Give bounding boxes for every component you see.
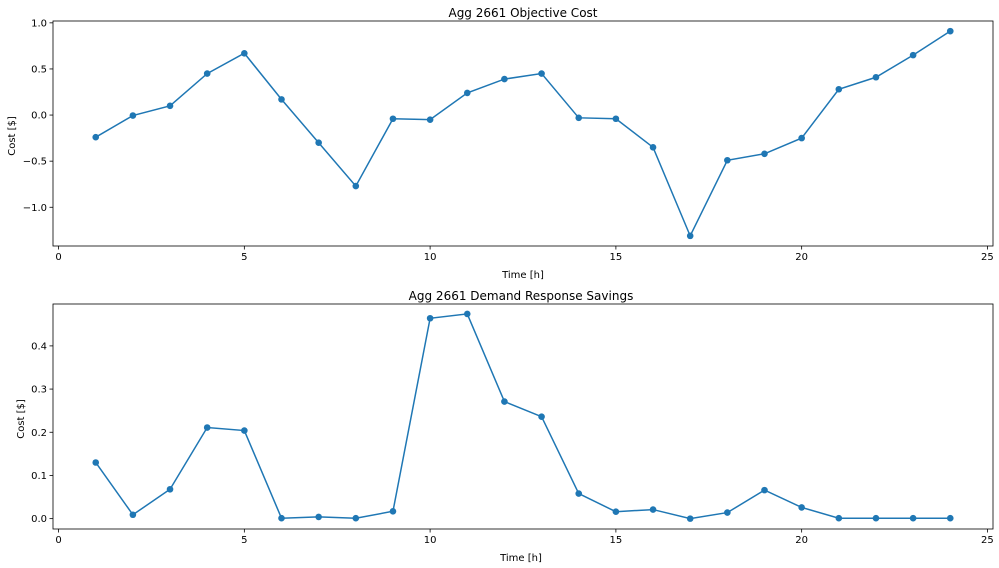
data-point [426, 314, 434, 322]
chart-title: Agg 2661 Demand Response Savings [409, 289, 634, 303]
data-point [203, 70, 211, 77]
data-point [761, 150, 768, 158]
x-axis-label: Time [h] [499, 553, 542, 564]
data-point [909, 514, 917, 522]
x-tick-label: 10 [424, 252, 437, 263]
data-point [129, 112, 137, 119]
data-point [426, 116, 434, 123]
y-tick-label: −1.0 [23, 203, 47, 214]
data-point [241, 49, 248, 57]
plot-frame [52, 303, 994, 530]
data-point [203, 424, 211, 431]
series-group [92, 27, 954, 240]
data-point [129, 511, 137, 519]
y-axis-label: Cost [$] [16, 399, 27, 439]
x-tick-label: 20 [795, 535, 808, 546]
objective-cost-chart: Agg 2661 Objective Cost Time [h] Cost [$… [7, 6, 994, 281]
data-point [798, 134, 805, 142]
series-line [95, 313, 951, 520]
x-tick-label: 25 [981, 252, 994, 263]
data-point [389, 507, 397, 515]
data-point [501, 75, 508, 83]
data-point [686, 515, 694, 522]
tick-group: 0 5 10 15 20 25 −1.0 −0.5 0.0 0.5 1.0 [23, 18, 994, 263]
data-point [872, 73, 880, 81]
data-point [649, 506, 657, 513]
data-point [389, 115, 397, 123]
data-point [463, 89, 471, 97]
data-point [872, 514, 880, 522]
y-axis-label: Cost [$] [7, 116, 18, 156]
y-tick-label: 0.0 [31, 111, 47, 122]
x-tick-label: 20 [795, 252, 808, 263]
data-point [501, 398, 508, 405]
data-point [241, 427, 248, 434]
data-point [166, 102, 174, 110]
data-point [463, 310, 471, 318]
x-tick-label: 15 [610, 535, 623, 546]
data-point [575, 114, 583, 122]
data-point [761, 486, 768, 494]
data-point [315, 139, 322, 147]
data-point [538, 70, 545, 77]
data-point [686, 232, 694, 240]
x-tick-label: 5 [241, 535, 247, 546]
x-tick-label: 15 [610, 252, 623, 263]
tick-group: 0 5 10 15 20 25 0.0 0.1 0.2 0.3 0.4 [31, 341, 994, 546]
data-point [946, 27, 954, 35]
data-point [278, 514, 285, 522]
series-line [95, 30, 951, 238]
x-axis-label: Time [h] [501, 270, 544, 281]
data-point [909, 51, 917, 59]
y-tick-label: 0.0 [31, 514, 47, 525]
x-tick-label: 0 [55, 535, 61, 546]
series-group [92, 310, 954, 522]
y-tick-label: 1.0 [31, 18, 47, 29]
chart-title: Agg 2661 Objective Cost [448, 6, 597, 20]
data-point [798, 504, 805, 511]
x-tick-label: 25 [981, 535, 994, 546]
y-tick-label: 0.4 [31, 341, 47, 352]
data-point [835, 85, 843, 93]
data-point [352, 514, 360, 522]
data-point [278, 96, 285, 103]
x-tick-label: 0 [55, 252, 61, 263]
demand-response-savings-chart: Agg 2661 Demand Response Savings Time [h… [16, 289, 994, 564]
y-tick-label: −0.5 [23, 157, 47, 168]
data-point [575, 490, 583, 497]
data-point [612, 508, 620, 516]
data-point [946, 514, 954, 522]
data-point [538, 413, 545, 421]
plot-frame [52, 20, 994, 247]
y-tick-label: 0.5 [31, 64, 47, 75]
data-point [92, 133, 100, 141]
data-point [92, 459, 100, 466]
x-tick-label: 5 [241, 252, 247, 263]
data-point [724, 156, 731, 164]
y-tick-label: 0.3 [31, 385, 47, 396]
data-point [315, 513, 322, 521]
data-point [835, 514, 843, 522]
data-point [612, 115, 620, 123]
data-point [649, 144, 657, 151]
data-point [724, 509, 731, 516]
data-point [166, 485, 174, 493]
x-tick-label: 10 [424, 535, 437, 546]
y-tick-label: 0.2 [31, 428, 47, 439]
data-point [352, 182, 360, 190]
y-tick-label: 0.1 [31, 471, 47, 482]
